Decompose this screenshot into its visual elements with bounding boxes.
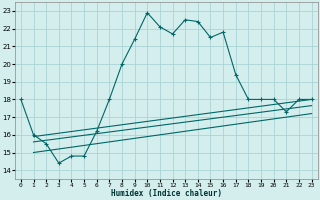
X-axis label: Humidex (Indice chaleur): Humidex (Indice chaleur) [111, 189, 222, 198]
